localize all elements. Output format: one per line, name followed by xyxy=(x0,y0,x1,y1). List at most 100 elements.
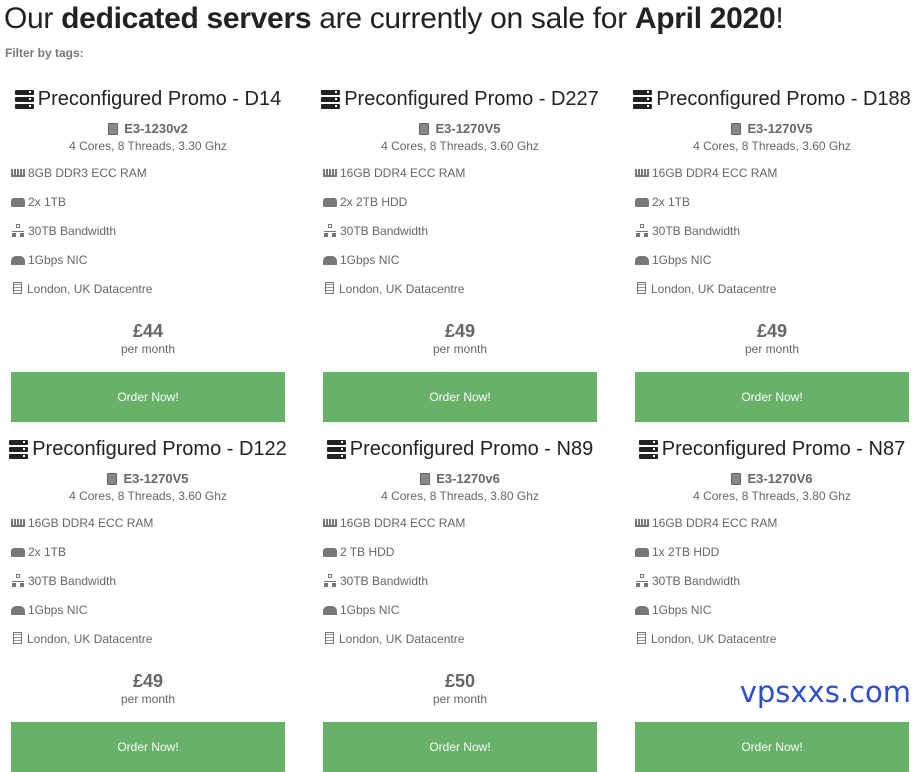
server-icon xyxy=(321,89,341,109)
price-period: per month xyxy=(120,342,176,356)
order-now-button[interactable]: Order Now! xyxy=(635,372,909,422)
spec-disk-text: 2x 1TB xyxy=(652,195,691,209)
page-headline: Our dedicated servers are currently on s… xyxy=(4,2,784,36)
spec-bandwidth-text: 30TB Bandwidth xyxy=(28,224,117,238)
cpu-detail: 4 Cores, 8 Threads, 3.80 Ghz xyxy=(381,489,539,503)
cpu-model: E3-1270V5 xyxy=(635,121,909,137)
microchip-icon xyxy=(419,123,430,135)
cpu-detail: 4 Cores, 8 Threads, 3.80 Ghz xyxy=(693,489,851,503)
watermark: vpsxxs.com xyxy=(737,674,913,710)
order-now-button[interactable]: Order Now! xyxy=(323,372,597,422)
price: £49 xyxy=(444,321,476,341)
spec-nic: 1Gbps NIC xyxy=(323,603,597,632)
spec-ram: 16GB DDR4 ECC RAM xyxy=(635,516,909,545)
cpu-detail: 4 Cores, 8 Threads, 3.60 Ghz xyxy=(381,139,539,153)
spec-ram-text: 16GB DDR4 ECC RAM xyxy=(652,516,778,530)
spec-bandwidth: 30TB Bandwidth xyxy=(11,574,285,603)
spec-disk: 2x 1TB xyxy=(635,195,909,224)
spec-bandwidth: 30TB Bandwidth xyxy=(635,224,909,253)
microchip-icon xyxy=(731,473,742,485)
microchip-icon xyxy=(107,473,118,485)
ethernet-icon xyxy=(11,606,25,615)
server-card: Preconfigured Promo - N87 E3-1270V6 4 Co… xyxy=(635,436,909,772)
card-title[interactable]: Preconfigured Promo - D122 xyxy=(9,436,287,462)
card-title-text: Preconfigured Promo - N89 xyxy=(349,437,594,460)
card-title[interactable]: Preconfigured Promo - D227 xyxy=(321,86,599,112)
spec-list: 16GB DDR4 ECC RAM 2x 1TB 30TB Bandwidth … xyxy=(11,516,285,661)
building-icon xyxy=(325,632,334,644)
spec-ram: 16GB DDR4 ECC RAM xyxy=(635,166,909,195)
price: £44 xyxy=(132,321,164,341)
cpu-model-text: E3-1270V5 xyxy=(123,471,189,486)
building-icon xyxy=(13,282,22,294)
spec-bandwidth-text: 30TB Bandwidth xyxy=(28,574,117,588)
server-icon xyxy=(633,89,653,109)
microchip-icon xyxy=(420,473,431,485)
cpu-model: E3-1270V5 xyxy=(11,471,285,487)
spec-nic: 1Gbps NIC xyxy=(635,603,909,632)
network-icon xyxy=(11,574,25,587)
server-card: Preconfigured Promo - D122 E3-1270V5 4 C… xyxy=(9,436,287,772)
building-icon xyxy=(637,282,646,294)
price-period: per month xyxy=(432,342,488,356)
spec-nic-text: 1Gbps NIC xyxy=(652,253,712,267)
spec-bandwidth-text: 30TB Bandwidth xyxy=(340,224,429,238)
spec-list: 16GB DDR4 ECC RAM 1x 2TB HDD 30TB Bandwi… xyxy=(635,516,909,661)
spec-location-text: London, UK Datacentre xyxy=(339,632,465,646)
network-icon xyxy=(323,224,337,237)
hard-drive-icon xyxy=(11,198,25,207)
headline-text: ! xyxy=(775,2,784,35)
price-period: per month xyxy=(744,342,800,356)
hard-drive-icon xyxy=(11,548,25,557)
spec-bandwidth-text: 30TB Bandwidth xyxy=(340,574,429,588)
card-title[interactable]: Preconfigured Promo - D188 xyxy=(633,86,911,112)
headline-text: Our xyxy=(4,2,62,35)
server-card: Preconfigured Promo - D188 E3-1270V5 4 C… xyxy=(633,86,911,422)
building-icon xyxy=(637,632,646,644)
cpu-model: E3-1270V5 xyxy=(323,121,597,137)
spec-disk-text: 2x 2TB HDD xyxy=(340,195,408,209)
network-icon xyxy=(323,574,337,587)
hard-drive-icon xyxy=(635,548,649,557)
memory-icon xyxy=(11,519,25,527)
server-icon xyxy=(638,439,658,459)
order-now-button[interactable]: Order Now! xyxy=(323,722,597,772)
spec-ram-text: 16GB DDR4 ECC RAM xyxy=(340,516,466,530)
ethernet-icon xyxy=(635,256,649,265)
card-title-text: Preconfigured Promo - D188 xyxy=(656,87,911,110)
card-title[interactable]: Preconfigured Promo - N87 xyxy=(635,436,909,462)
spec-list: 8GB DDR3 ECC RAM 2x 1TB 30TB Bandwidth 1… xyxy=(11,166,285,311)
spec-ram: 16GB DDR4 ECC RAM xyxy=(11,516,285,545)
cpu-model: E3-1270V6 xyxy=(635,471,909,487)
microchip-icon xyxy=(108,123,119,135)
network-icon xyxy=(635,574,649,587)
order-now-button[interactable]: Order Now! xyxy=(635,722,909,772)
server-icon xyxy=(326,439,346,459)
spec-bandwidth: 30TB Bandwidth xyxy=(11,224,285,253)
order-now-button[interactable]: Order Now! xyxy=(11,722,285,772)
spec-disk: 1x 2TB HDD xyxy=(635,545,909,574)
hard-drive-icon xyxy=(323,198,337,207)
spec-location: London, UK Datacentre xyxy=(11,632,285,661)
spec-nic-text: 1Gbps NIC xyxy=(28,603,88,617)
spec-disk: 2x 1TB xyxy=(11,195,285,224)
spec-location: London, UK Datacentre xyxy=(11,282,285,311)
cpu-model-text: E3-1270V6 xyxy=(747,471,813,486)
card-title-text: Preconfigured Promo - N87 xyxy=(661,437,906,460)
spec-disk-text: 1x 2TB HDD xyxy=(652,545,720,559)
spec-bandwidth-text: 30TB Bandwidth xyxy=(652,574,741,588)
spec-location: London, UK Datacentre xyxy=(323,282,597,311)
order-now-button[interactable]: Order Now! xyxy=(11,372,285,422)
price: £49 xyxy=(132,671,164,691)
card-title[interactable]: Preconfigured Promo - D14 xyxy=(11,86,285,112)
memory-icon xyxy=(323,169,337,177)
memory-icon xyxy=(635,519,649,527)
price-period: per month xyxy=(432,692,488,706)
spec-ram: 16GB DDR4 ECC RAM xyxy=(323,516,597,545)
cpu-detail: 4 Cores, 8 Threads, 3.30 Ghz xyxy=(69,139,227,153)
spec-bandwidth: 30TB Bandwidth xyxy=(323,574,597,603)
spec-ram: 8GB DDR3 ECC RAM xyxy=(11,166,285,195)
network-icon xyxy=(11,224,25,237)
card-title[interactable]: Preconfigured Promo - N89 xyxy=(323,436,597,462)
hard-drive-icon xyxy=(635,198,649,207)
